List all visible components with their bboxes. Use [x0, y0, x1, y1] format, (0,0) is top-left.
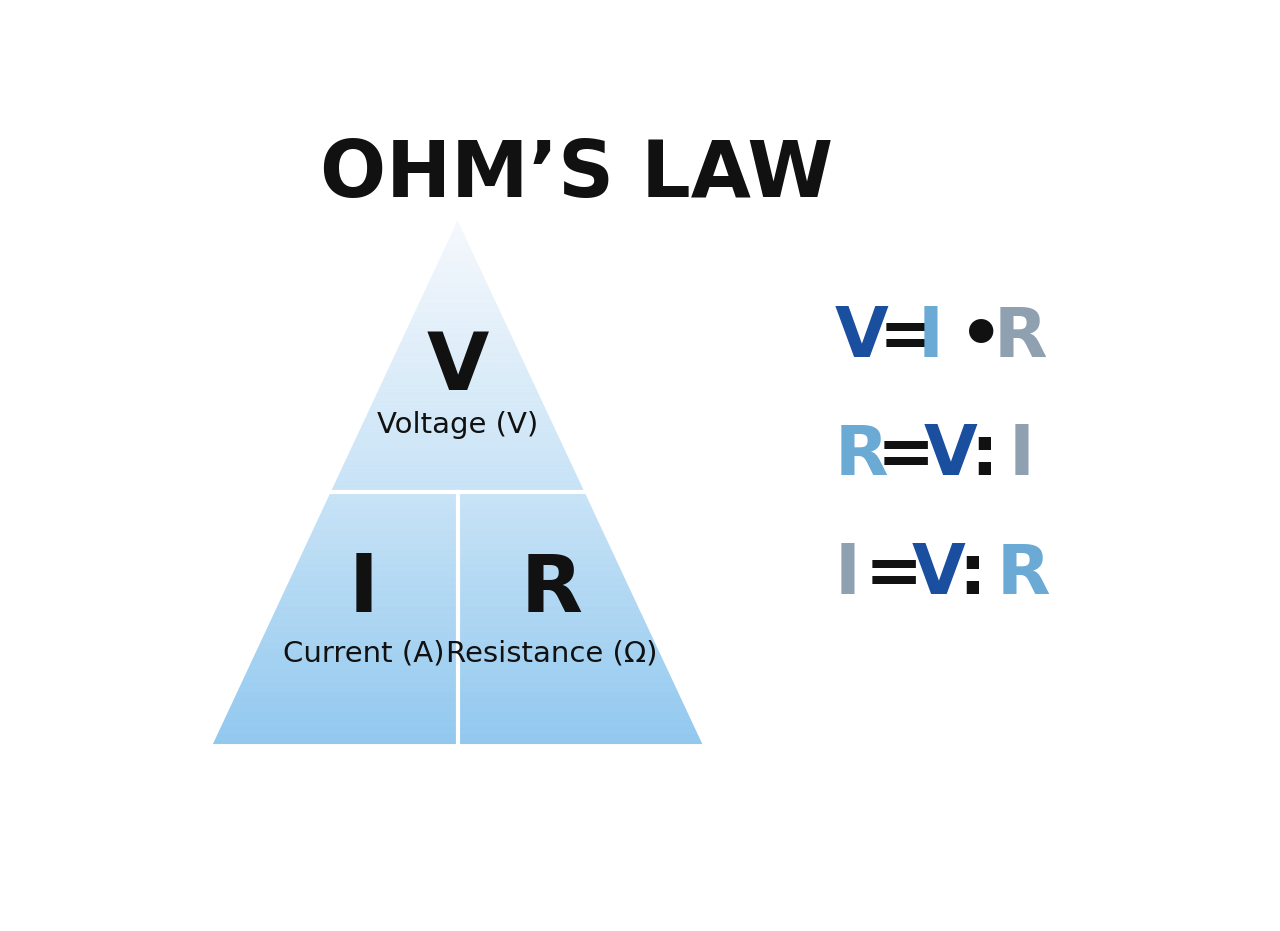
Text: V: V [426, 329, 489, 407]
Text: :: : [970, 423, 998, 490]
Text: V: V [911, 541, 965, 608]
Text: R: R [996, 541, 1050, 608]
Text: V: V [835, 304, 888, 371]
Text: =: = [864, 541, 923, 608]
Text: I: I [348, 551, 379, 629]
Text: I: I [1009, 423, 1034, 490]
Text: R: R [521, 551, 582, 629]
Text: V: V [924, 423, 978, 490]
Text: R: R [835, 423, 888, 490]
Text: =: = [877, 423, 934, 490]
Text: R: R [993, 304, 1047, 371]
Text: :: : [959, 541, 987, 608]
Text: Voltage (V): Voltage (V) [378, 412, 538, 439]
Text: Current (A): Current (A) [283, 640, 444, 668]
Text: I: I [835, 541, 860, 608]
Text: Resistance (Ω): Resistance (Ω) [447, 640, 658, 668]
Text: =: = [878, 304, 937, 371]
Text: I: I [918, 304, 943, 371]
Text: •: • [959, 304, 1004, 371]
Text: OHM’S LAW: OHM’S LAW [320, 137, 833, 213]
